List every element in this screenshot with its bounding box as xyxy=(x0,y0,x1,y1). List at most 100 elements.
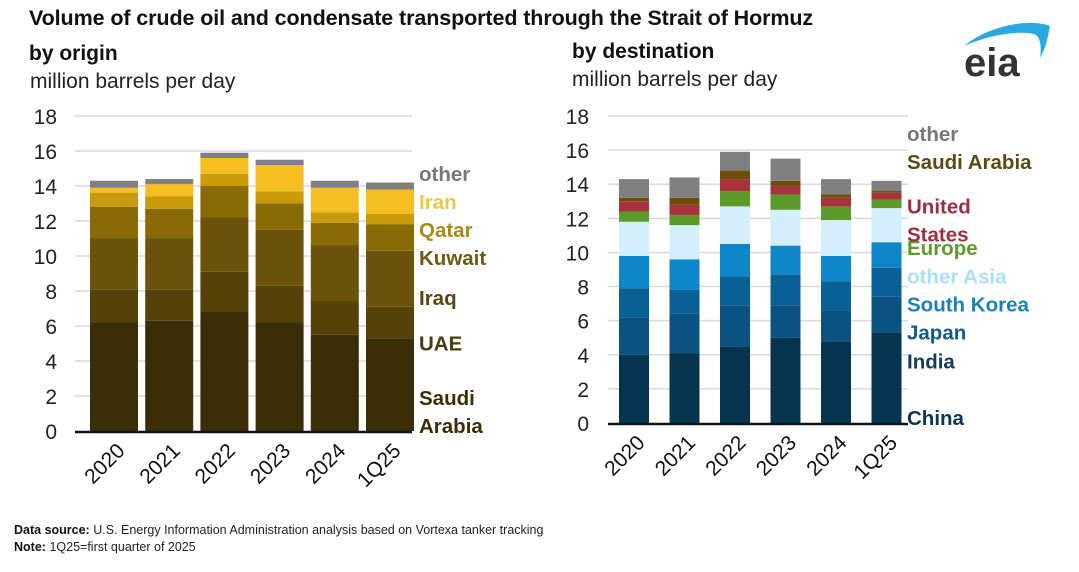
bar-segment-saudi-arabia xyxy=(669,197,700,205)
bar-segment-saudi-arabia xyxy=(619,197,649,202)
legend-label-europe: Europe xyxy=(907,237,978,260)
bar-segment-iraq xyxy=(366,250,414,307)
footnote: Note: 1Q25=first quarter of 2025 xyxy=(14,540,196,554)
bar-segment-india xyxy=(821,310,851,342)
bar-segment-other-asia-light xyxy=(669,225,700,260)
bar-segment-japan xyxy=(619,288,649,318)
destination-y-tick-label: 18 xyxy=(566,106,589,129)
bar-segment-europe xyxy=(871,199,902,209)
origin-y-tick-label: 18 xyxy=(34,106,57,129)
bar-segment-iran xyxy=(255,165,304,192)
bar-segment-iran xyxy=(90,187,138,193)
data-source-text: U.S. Energy Information Administration a… xyxy=(93,523,544,537)
destination-y-tick-label: 2 xyxy=(577,379,589,402)
bar-segment-iraq xyxy=(255,229,304,286)
data-source-label: Data source: xyxy=(14,523,90,537)
bar-segment-south-korea xyxy=(871,242,902,268)
bar-segment-other xyxy=(200,152,249,158)
bar-segment-iraq xyxy=(145,238,194,290)
bar-segment-south-korea xyxy=(720,243,750,277)
note-label: Note: xyxy=(14,540,46,554)
destination-y-tick-label: 6 xyxy=(577,311,589,334)
bar-segment-uae xyxy=(255,285,304,323)
legend-label-japan: Japan xyxy=(907,322,966,345)
bar-segment-south-korea xyxy=(821,255,851,282)
bar-segment-other xyxy=(619,179,649,198)
bar-segment-saudi-arabia xyxy=(145,320,194,431)
legend-label-saudi-arabia: Saudi Arabia xyxy=(907,151,1032,174)
bar-segment-saudi-arabia xyxy=(871,191,902,193)
bar-segment-other xyxy=(366,182,414,190)
bar-segment-china xyxy=(871,332,902,423)
bar-segment-other-asia-light xyxy=(871,208,902,243)
bar-segment-saudi-arabia xyxy=(720,170,750,180)
bar-segment-kuwait xyxy=(310,222,359,246)
right-chart-subtitle: by destination xyxy=(572,40,715,63)
bar-segment-japan xyxy=(669,289,700,314)
bar-segment-china xyxy=(669,353,700,423)
bar-segment-qatar xyxy=(145,196,194,209)
bar-segment-saudi-arabia xyxy=(200,312,249,431)
legend-label-uae: UAE xyxy=(419,333,462,356)
left-chart-subtitle: by origin xyxy=(29,42,118,65)
bar-segment-iraq xyxy=(90,238,138,290)
bar-segment-saudi-arabia xyxy=(770,180,801,186)
eia-logo-icon: eia xyxy=(964,22,1050,82)
bar-segment-south-korea xyxy=(669,259,700,290)
bar-segment-iran xyxy=(200,158,249,174)
bar-segment-uae xyxy=(145,289,194,321)
bar-segment-japan xyxy=(770,274,801,306)
origin-y-tick-label: 16 xyxy=(34,141,57,164)
bar-segment-china xyxy=(619,354,649,423)
bar-segment-iran xyxy=(310,187,359,213)
bar-segment-united-states xyxy=(669,204,700,215)
bar-segment-united-states xyxy=(871,192,902,200)
bar-segment-other xyxy=(145,179,194,185)
bar-segment-united-states xyxy=(720,179,750,192)
legend-label-iraq: Iraq xyxy=(419,287,457,310)
bar-segment-other xyxy=(310,180,359,188)
bar-segment-saudi-arabia xyxy=(366,338,414,431)
bar-segment-europe xyxy=(669,214,700,226)
bar-segment-uae xyxy=(200,271,249,312)
bar-segment-kuwait xyxy=(200,186,249,218)
left-chart-unit-label: million barrels per day xyxy=(30,70,236,93)
bar-segment-qatar xyxy=(200,173,249,186)
bar-segment-europe xyxy=(619,211,649,222)
legend-label-kuwait: Kuwait xyxy=(419,247,486,270)
destination-x-tick-label: 1Q25 xyxy=(849,431,902,484)
logo-arc xyxy=(964,22,1050,58)
destination-y-tick-label: 0 xyxy=(577,413,589,436)
bar-segment-iran xyxy=(366,189,414,214)
bar-segment-united-states xyxy=(821,197,851,207)
bar-segment-china xyxy=(720,346,750,423)
bar-segment-india xyxy=(770,305,801,338)
bar-segment-south-korea xyxy=(770,245,801,275)
right-chart-unit-label: million barrels per day xyxy=(572,68,778,91)
legend-label-india: India xyxy=(907,351,955,374)
bar-segment-south-korea xyxy=(619,255,649,289)
bar-segment-kuwait xyxy=(366,224,414,251)
bar-segment-qatar xyxy=(310,212,359,223)
origin-y-tick-label: 12 xyxy=(34,211,57,234)
bar-segment-united-states xyxy=(770,185,801,195)
bar-segment-india xyxy=(871,296,902,333)
destination-x-tick-label: 2022 xyxy=(701,431,750,480)
origin-y-tick-label: 2 xyxy=(45,386,57,409)
origin-y-tick-label: 4 xyxy=(45,351,57,374)
data-source-note: Data source: U.S. Energy Information Adm… xyxy=(14,523,543,537)
bar-segment-kuwait xyxy=(145,208,194,239)
bar-segment-china xyxy=(821,341,851,423)
bar-segment-india xyxy=(669,313,700,354)
bar-segment-iraq xyxy=(310,245,359,302)
destination-y-tick-label: 10 xyxy=(566,242,589,265)
bar-segment-other xyxy=(720,151,750,171)
bar-segment-india xyxy=(619,317,649,355)
bar-segment-japan xyxy=(871,267,902,297)
destination-x-tick-label: 2020 xyxy=(600,431,649,480)
bar-segment-other-asia-light xyxy=(619,221,649,256)
legend-label-iran: Iran xyxy=(419,191,457,214)
chart-title: Volume of crude oil and condensate trans… xyxy=(29,6,814,30)
